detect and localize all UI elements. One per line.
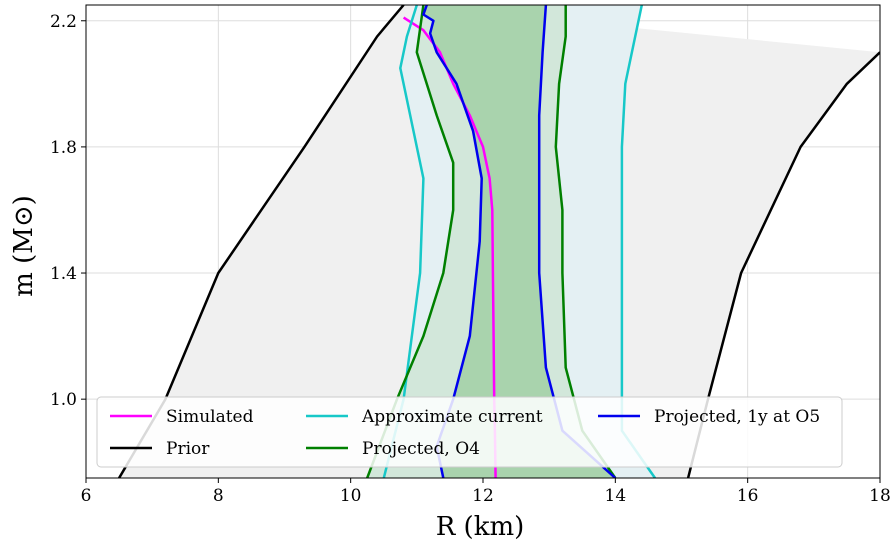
legend-box <box>96 396 843 468</box>
x-tick-label: 18 <box>869 486 891 506</box>
y-axis-label: m (M⊙) <box>9 195 39 297</box>
y-tick-label: 1.8 <box>50 138 77 158</box>
legend-label-approximate-current: Approximate current <box>361 407 543 427</box>
x-tick-label: 6 <box>81 486 92 506</box>
x-tick-label: 14 <box>605 486 627 506</box>
x-axis-label: R (km) <box>436 512 525 542</box>
legend-label-projected-o4: Projected, O4 <box>362 439 480 459</box>
y-tick-label: 1.0 <box>50 390 77 410</box>
x-tick-label: 8 <box>213 486 224 506</box>
legend-label-prior: Prior <box>166 439 210 459</box>
y-tick-label: 1.4 <box>50 264 77 284</box>
x-tick-label: 12 <box>472 486 494 506</box>
projected-o4-lower-line <box>366 5 455 478</box>
y-tick-label: 2.2 <box>50 12 77 32</box>
legend: Simulated Approximate current Projected,… <box>96 396 843 468</box>
axis-ticks: 6 8 10 12 14 16 18 1.0 1.4 1.8 2.2 <box>50 12 891 506</box>
legend-label-simulated: Simulated <box>166 407 254 427</box>
x-tick-label: 10 <box>340 486 362 506</box>
x-tick-label: 16 <box>737 486 759 506</box>
legend-label-projected-o5: Projected, 1y at O5 <box>654 407 820 427</box>
credible-bands <box>119 5 880 478</box>
